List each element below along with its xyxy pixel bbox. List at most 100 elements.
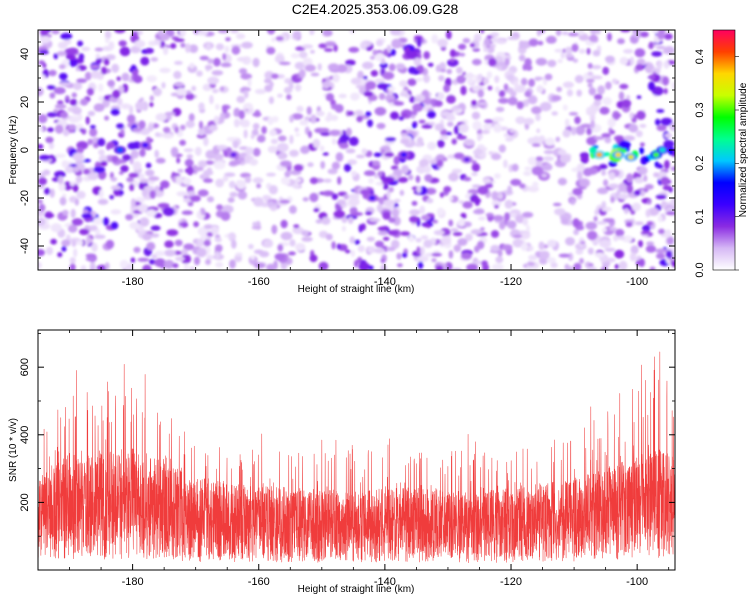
snr-frame bbox=[37, 329, 676, 571]
spectrogram-cell bbox=[253, 262, 266, 269]
spectrogram-hotspot-core bbox=[652, 152, 660, 158]
spectrogram-cell bbox=[125, 214, 134, 221]
spectrogram-cell bbox=[72, 82, 83, 91]
spectrogram-cell bbox=[134, 40, 146, 48]
spectrogram-cell bbox=[409, 209, 421, 216]
spectrogram-cell bbox=[662, 49, 674, 54]
spectrogram-cell bbox=[372, 160, 381, 166]
spectrogram-cell bbox=[350, 77, 362, 85]
spectrogram-cell bbox=[288, 251, 296, 256]
spectrogram-cell bbox=[363, 91, 374, 97]
spectrogram-hotspot-core bbox=[369, 195, 376, 201]
spectrogram-y-tick-label: -40 bbox=[19, 238, 31, 254]
spectrogram-cell bbox=[235, 252, 243, 257]
spectrogram-cell bbox=[289, 149, 299, 157]
spectrogram-cell bbox=[436, 207, 445, 216]
spectrogram-cell bbox=[602, 218, 615, 223]
spectrogram-cell bbox=[613, 234, 619, 242]
spectrogram-cell bbox=[510, 212, 516, 218]
spectrogram-cell bbox=[197, 226, 210, 236]
spectrogram-cell bbox=[338, 93, 347, 99]
spectrogram-cell bbox=[174, 126, 179, 134]
spectrogram-cell bbox=[602, 227, 607, 233]
spectrogram-cell bbox=[434, 100, 443, 107]
spectrogram-cell bbox=[227, 197, 235, 203]
spectrogram-cell bbox=[111, 155, 119, 163]
spectrogram-cell bbox=[176, 157, 181, 164]
spectrogram-cell bbox=[418, 119, 426, 124]
spectrogram-cell bbox=[384, 152, 394, 158]
spectrogram-cell bbox=[634, 48, 646, 58]
spectrogram-cell bbox=[420, 246, 425, 256]
spectrogram-cell bbox=[657, 215, 663, 223]
spectrogram-cell bbox=[75, 240, 84, 245]
spectrogram-cell bbox=[568, 265, 574, 270]
spectrogram-hotspot-core bbox=[116, 147, 124, 153]
spectrogram-cell bbox=[656, 163, 662, 169]
spectrogram-cell bbox=[596, 221, 608, 225]
spectrogram-cell bbox=[80, 265, 87, 270]
spectrogram-cell bbox=[132, 69, 139, 77]
snr-x-tick-label: -120 bbox=[500, 576, 522, 588]
spectrogram-cell bbox=[268, 96, 274, 105]
spectrogram-cell bbox=[345, 148, 356, 154]
spectrogram-cell bbox=[639, 189, 646, 197]
spectrogram-cell bbox=[453, 125, 459, 135]
spectrogram-cell bbox=[231, 239, 237, 249]
spectrogram-cell bbox=[133, 246, 141, 253]
spectrogram-cell bbox=[651, 86, 664, 96]
spectrogram-cell bbox=[365, 211, 373, 216]
spectrogram-cell bbox=[423, 51, 431, 60]
spectrogram-cell bbox=[160, 180, 170, 189]
spectrogram-cell bbox=[550, 262, 558, 269]
spectrogram-cell bbox=[390, 30, 401, 36]
spectrogram-cell bbox=[538, 135, 546, 142]
spectrogram-cell bbox=[453, 244, 462, 253]
spectrogram-cell bbox=[309, 177, 318, 185]
spectrogram-cell bbox=[494, 75, 500, 84]
spectrogram-cell bbox=[477, 89, 484, 98]
spectrogram-cell bbox=[308, 130, 312, 139]
spectrogram-cell bbox=[266, 263, 276, 270]
spectrogram-cell bbox=[471, 111, 481, 120]
spectrogram-cell bbox=[62, 129, 70, 137]
spectrogram-cell bbox=[440, 110, 451, 118]
spectrogram-cell bbox=[593, 216, 598, 222]
spectrogram-cell bbox=[116, 123, 125, 129]
spectrogram-cell bbox=[240, 73, 252, 80]
spectrogram-cell bbox=[333, 44, 338, 52]
spectrogram-cell bbox=[92, 217, 104, 225]
spectrogram-cell bbox=[236, 179, 247, 190]
spectrogram-cell bbox=[132, 127, 142, 132]
spectrogram-cell bbox=[623, 48, 634, 54]
spectrogram-cell bbox=[383, 176, 395, 183]
spectrogram-cell bbox=[318, 230, 328, 239]
spectrogram-hotspot-core bbox=[627, 154, 635, 160]
spectrogram-cell bbox=[289, 205, 297, 214]
spectrogram-cell bbox=[589, 34, 598, 43]
spectrogram-cell bbox=[449, 49, 456, 58]
spectrogram-cell bbox=[409, 215, 419, 223]
spectrogram-cell bbox=[391, 208, 400, 218]
spectrogram-cell bbox=[166, 229, 179, 237]
spectrogram-cell bbox=[416, 37, 422, 48]
spectrogram-cell bbox=[288, 79, 294, 87]
spectrogram-cell bbox=[271, 73, 279, 79]
spectrogram-cell bbox=[639, 123, 647, 128]
spectrogram-cell bbox=[105, 37, 110, 44]
spectrogram-cell bbox=[494, 204, 499, 209]
spectrogram-cell bbox=[354, 110, 364, 116]
spectrogram-cell bbox=[450, 228, 459, 232]
spectrogram-cell bbox=[499, 221, 506, 230]
spectrogram-cell bbox=[591, 75, 603, 80]
spectrogram-cell bbox=[365, 80, 377, 90]
spectrogram-cell bbox=[269, 81, 274, 88]
spectrogram-cell bbox=[635, 130, 643, 138]
spectrogram-cell bbox=[104, 30, 112, 40]
spectrogram-cell bbox=[599, 239, 612, 248]
spectrogram-cell bbox=[523, 171, 532, 176]
spectrogram-cell bbox=[636, 95, 642, 99]
spectrogram-cell bbox=[197, 189, 209, 197]
spectrogram-cell bbox=[578, 30, 585, 36]
spectrogram-cell bbox=[482, 77, 489, 85]
